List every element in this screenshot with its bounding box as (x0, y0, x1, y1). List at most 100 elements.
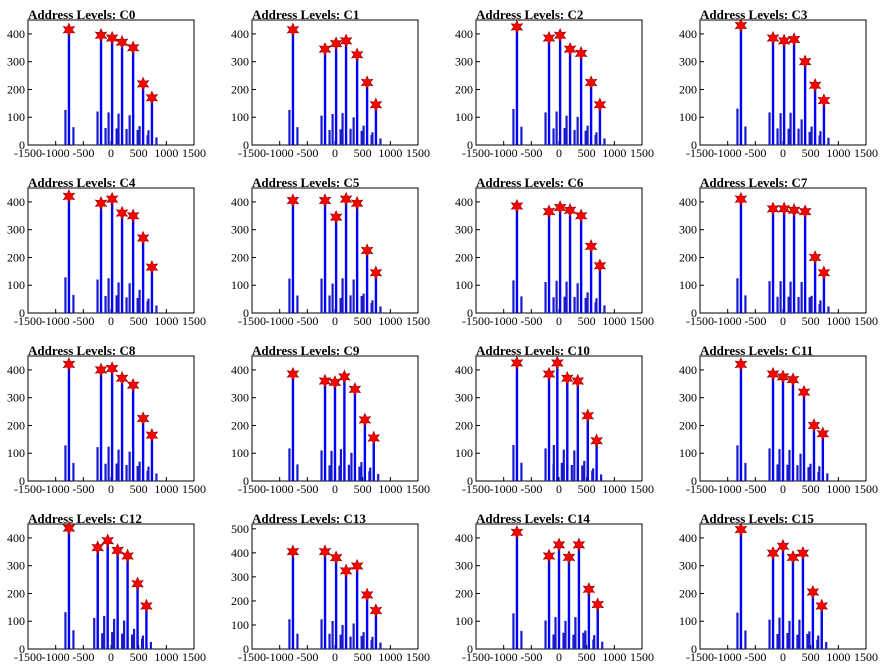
y-tick-label: 200 (679, 250, 697, 264)
x-tick-label: 1000 (154, 314, 178, 328)
x-tick-label: -500 (520, 314, 542, 328)
peak-marker-star (121, 548, 134, 564)
x-tick-label: -1500 (14, 650, 42, 664)
peak-marker-star (369, 97, 383, 112)
x-tick-label: -1500 (686, 314, 714, 328)
peak-marker-star (563, 202, 577, 218)
x-tick-label: -1500 (14, 146, 42, 160)
peak-marker-star (329, 36, 343, 51)
histogram-trace (512, 108, 606, 145)
peak-marker-star (806, 584, 820, 600)
x-tick-label: 500 (578, 650, 596, 664)
peak-marker-star (62, 22, 76, 37)
y-tick-label: 400 (231, 195, 249, 209)
x-tick-label: 1000 (602, 146, 626, 160)
y-tick-label: 300 (455, 559, 473, 573)
x-tick-label: 0 (332, 314, 338, 328)
histogram-trace (64, 277, 158, 313)
y-tick-label: 100 (7, 614, 25, 628)
peak-marker-star (360, 75, 374, 90)
peak-marker-star (367, 430, 381, 446)
peak-marker-star (510, 355, 524, 371)
x-tick-label: -1500 (238, 482, 266, 496)
peak-marker-star (339, 191, 353, 207)
y-tick-label: 300 (679, 223, 697, 237)
peak-marker-star (786, 372, 800, 387)
peak-marker-star (542, 30, 556, 46)
y-tick-label: 100 (455, 110, 473, 124)
x-tick-label: -1500 (238, 146, 266, 160)
histogram-trace (288, 448, 380, 481)
chart-svg-1: Address Levels: C1 0 100 200 300 400 -1500 -100… (231, 7, 430, 160)
chart-panel-13: Address Levels: C13 0 100 200 300 400 500 -1500… (224, 504, 448, 672)
x-tick-label: -1500 (462, 146, 490, 160)
x-tick-label: 0 (556, 146, 562, 160)
peak-marker-star (348, 382, 362, 397)
peak-marker-star (145, 427, 159, 443)
x-tick-label: -500 (520, 650, 542, 664)
y-tick-label: 0 (19, 474, 25, 488)
peak-marker-star (105, 191, 119, 207)
y-tick-label: 300 (455, 55, 473, 69)
y-tick-label: 200 (455, 82, 473, 96)
x-tick-label: 1500 (630, 482, 654, 496)
x-tick-label: 1500 (854, 314, 878, 328)
peak-marker-star (797, 384, 811, 400)
histogram-trace (64, 612, 153, 649)
peak-marker-star (798, 54, 812, 69)
peak-marker-star (542, 548, 556, 564)
chart-title: Address Levels: C15 (700, 511, 814, 526)
histogram-trace (736, 108, 830, 145)
histogram-trace (288, 278, 382, 313)
y-tick-label: 200 (231, 82, 249, 96)
chart-svg-0: Address Levels: C0 0 100 200 300 400 -1500 -100… (7, 7, 206, 160)
y-tick-label: 0 (19, 306, 25, 320)
x-tick-label: -500 (296, 314, 318, 328)
peak-marker-star (145, 259, 159, 275)
chart-svg-3: Address Levels: C3 0 100 200 300 400 -1500 -100… (679, 7, 878, 160)
peak-marker-star (593, 258, 607, 274)
x-tick-label: -500 (296, 482, 318, 496)
peak-marker-star (339, 563, 353, 579)
peak-marker-star (115, 34, 129, 50)
peak-marker-star (91, 540, 104, 555)
y-tick-label: 0 (691, 306, 697, 320)
peak-marker-star (101, 533, 114, 548)
x-tick-label: 500 (578, 146, 596, 160)
chart-svg-14: Address Levels: C14 0 100 200 300 400 -1500 -10… (455, 511, 654, 664)
x-tick-label: -1500 (238, 650, 266, 664)
peak-marker-star (551, 355, 564, 371)
x-tick-label: 1500 (182, 146, 206, 160)
x-tick-label: -1000 (266, 482, 294, 496)
x-tick-label: -1000 (490, 650, 518, 664)
y-tick-label: 100 (231, 110, 249, 124)
x-tick-label: -1500 (238, 314, 266, 328)
x-tick-label: 1000 (826, 482, 850, 496)
y-tick-label: 0 (691, 642, 697, 656)
y-tick-label: 0 (243, 306, 249, 320)
x-tick-label: -1500 (462, 482, 490, 496)
x-tick-label: 0 (780, 482, 786, 496)
peak-marker-star (593, 97, 607, 112)
chart-svg-15: Address Levels: C15 0 100 200 300 400 -1500 -10… (679, 511, 878, 664)
chart-title: Address Levels: C6 (476, 175, 584, 190)
peak-marker-star (815, 598, 829, 614)
peak-marker-star (581, 408, 595, 423)
chart-title: Address Levels: C9 (252, 343, 360, 358)
y-tick-label: 400 (455, 531, 473, 545)
peak-marker-star (369, 603, 383, 618)
chart-title: Address Levels: C12 (28, 511, 142, 526)
peak-marker-star (105, 30, 119, 46)
x-tick-label: 0 (332, 650, 338, 664)
x-tick-label: 1000 (378, 482, 402, 496)
x-tick-label: -1500 (462, 650, 490, 664)
chart-title: Address Levels: C13 (252, 511, 366, 526)
y-tick-label: 0 (19, 642, 25, 656)
y-tick-label: 200 (231, 418, 249, 432)
peak-marker-star (734, 191, 748, 207)
peak-marker-star (369, 265, 383, 280)
x-tick-label: 1000 (154, 146, 178, 160)
peak-marker-star (126, 208, 140, 224)
x-tick-label: -1500 (686, 146, 714, 160)
x-tick-label: 500 (802, 146, 820, 160)
